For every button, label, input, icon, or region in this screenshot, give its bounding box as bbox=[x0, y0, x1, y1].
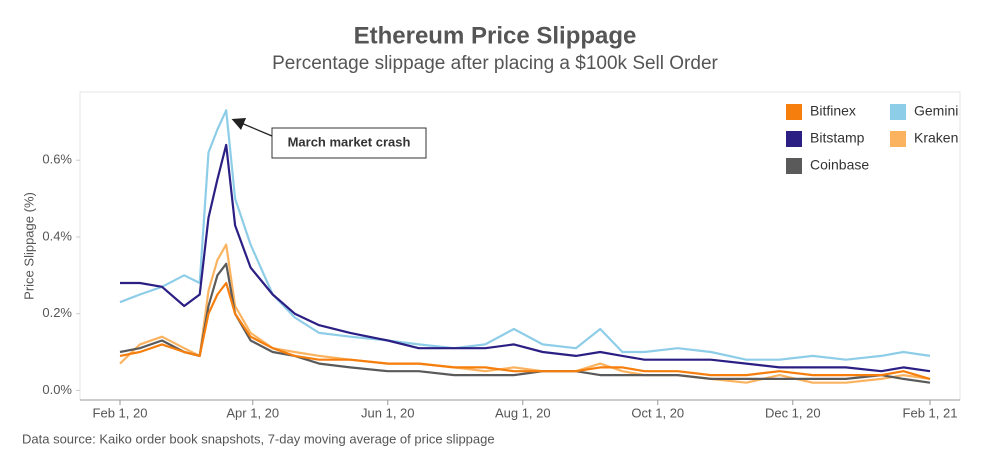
legend-label: Gemini bbox=[914, 103, 958, 119]
x-tick-label: Oct 1, 20 bbox=[631, 405, 684, 420]
annotation: March market crash bbox=[288, 134, 411, 149]
legend-label: Bitstamp bbox=[810, 130, 865, 146]
legend-swatch bbox=[786, 104, 802, 120]
legend-label: Bitfinex bbox=[810, 103, 856, 119]
annotation-box bbox=[271, 127, 427, 159]
legend-label: Coinbase bbox=[810, 157, 869, 173]
legend-swatch bbox=[890, 104, 906, 120]
x-tick-label: Apr 1, 20 bbox=[226, 405, 279, 420]
series-line bbox=[120, 143, 931, 373]
legend-swatch bbox=[786, 158, 802, 174]
legend-swatch bbox=[786, 131, 802, 147]
series-line bbox=[119, 262, 931, 384]
x-tick-label: Feb 1, 21 bbox=[903, 405, 958, 420]
x-tick-label: Aug 1, 20 bbox=[495, 405, 551, 420]
chart-title: Ethereum Price Slippage bbox=[354, 22, 637, 49]
chart-subtitle: Percentage slippage after placing a $100… bbox=[272, 53, 718, 74]
source: Data source: Kaiko order book snapshots,… bbox=[22, 431, 495, 446]
x-tick-label: Feb 1, 20 bbox=[93, 405, 148, 420]
x-tick-label: Jun 1, 20 bbox=[361, 405, 415, 420]
annotation-arrow bbox=[231, 118, 273, 137]
series-line bbox=[119, 243, 931, 384]
legend-swatch bbox=[890, 131, 906, 147]
legend-label: Kraken bbox=[914, 130, 958, 146]
series-line bbox=[119, 281, 931, 380]
y-tick-label: 0.2% bbox=[42, 305, 72, 320]
y-axis-label: Price Slippage (%) bbox=[21, 192, 36, 300]
x-tick-label: Dec 1, 20 bbox=[765, 405, 821, 420]
y-tick-label: 0.0% bbox=[42, 382, 72, 397]
y-tick-label: 0.4% bbox=[42, 228, 72, 243]
y-tick-label: 0.6% bbox=[42, 152, 72, 167]
